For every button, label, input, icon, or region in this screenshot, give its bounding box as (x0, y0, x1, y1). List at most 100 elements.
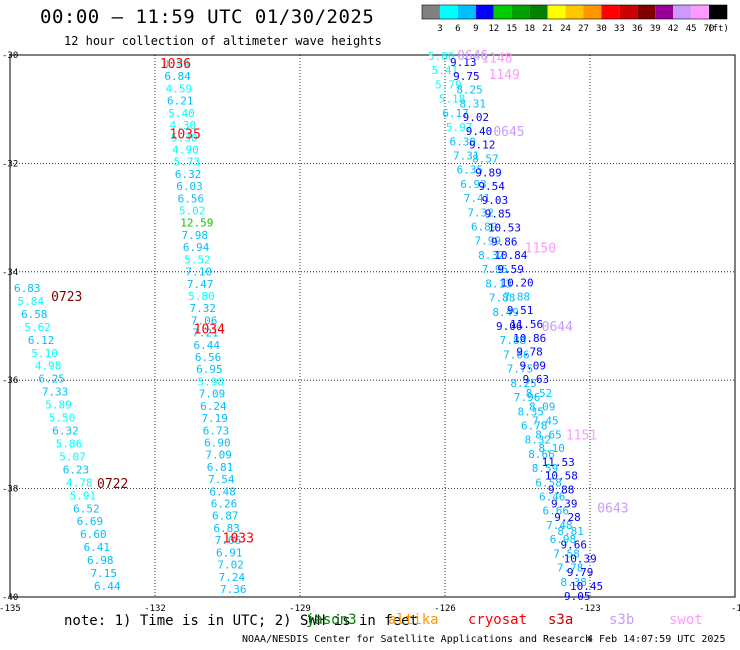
footer-credit: NOAA/NESDIS Center for Satellite Applica… (242, 634, 592, 645)
track-1-value: 5.50 (49, 412, 76, 425)
colorbar-tick-label: 9 (473, 24, 478, 34)
track-3a-value: 9.06 (496, 320, 523, 333)
longitude-label: -135 (0, 604, 21, 614)
track-3b-value: 9.54 (478, 180, 505, 193)
track-3b-value: 9.66 (561, 539, 588, 552)
latitude-label: -32 (2, 159, 18, 169)
pass-time-label: 1034 (194, 323, 225, 338)
track-3b-value: 9.88 (548, 483, 575, 496)
colorbar-tick-label: 27 (578, 24, 589, 34)
track-3a-value: 7.78 (557, 562, 584, 575)
track-2-value: 7.98 (182, 229, 209, 242)
pass-time-label: 1150 (525, 241, 556, 256)
colorbar-swatch (565, 5, 584, 19)
track-1-value: 6.52 (73, 502, 100, 515)
track-2-value: 6.32 (175, 168, 202, 181)
track-3a-value: 8.32 (525, 434, 552, 447)
track-2-value: 6.56 (178, 192, 205, 205)
track-2-value: 7.54 (208, 473, 235, 486)
longitude-label: -123 (579, 604, 601, 614)
track-1-value: 6.98 (87, 554, 114, 567)
track-3b-value: 9.40 (466, 125, 493, 138)
track-3b-value: 10.58 (545, 470, 578, 483)
colorbar-tick-label: 36 (632, 24, 643, 34)
latitude-label: -30 (2, 51, 18, 61)
track-1-value: 6.41 (84, 541, 111, 554)
pass-time-label: 1148 (481, 52, 512, 67)
colorbar-swatch (619, 5, 638, 19)
latitude-label: -40 (2, 593, 18, 603)
track-2-value: 7.06 (215, 534, 242, 547)
pass-time-label: 0643 (597, 502, 628, 517)
track-3a-value: 8.66 (528, 448, 555, 461)
track-3b-value: 7.88 (504, 290, 531, 303)
track-2-value: 5.98 (197, 375, 224, 388)
longitude-label: -129 (289, 604, 311, 614)
track-3a-value: 7.88 (500, 334, 527, 347)
track-3b-value: 9.79 (567, 566, 594, 579)
satellite-legend-s3b: s3b (609, 612, 635, 628)
pass-time-label: 0646 (457, 49, 488, 64)
track-3b-value: 8.25 (456, 84, 483, 97)
pass-time-label: 1035 (170, 128, 201, 143)
pass-time-label: 0722 (97, 477, 128, 492)
track-3a-value: 7.31 (453, 149, 480, 162)
colorbar-swatch (547, 5, 566, 19)
colorbar-swatch (637, 5, 656, 19)
track-3b-value: 8.10 (538, 442, 565, 455)
latitude-label: -38 (2, 485, 18, 495)
track-2-value: 12.59 (180, 217, 213, 230)
track-3a-value: 6.58 (535, 476, 562, 489)
colorbar-swatch (422, 5, 440, 19)
colorbar-tick-label: 21 (542, 24, 553, 34)
track-3b-value: 9.89 (475, 166, 502, 179)
track-3b-value: 9.59 (497, 263, 524, 276)
track-2-value: 5.30 (171, 131, 198, 144)
track-3b-value: 9.03 (482, 194, 509, 207)
map-subtitle: 12 hour collection of altimeter wave hei… (64, 34, 382, 48)
track-2-value: 7.47 (187, 278, 214, 291)
track-1-value: 7.15 (91, 567, 118, 580)
track-2-value: 7.02 (217, 559, 244, 572)
pass-time-labels: 1036 1035 1034 1033 0723 0722 0646 0645 0644 0643… (51, 49, 628, 546)
track-2-value: 7.09 (199, 388, 226, 401)
track-3b-value: 11.56 (510, 318, 543, 331)
track-3b-value: 9.02 (463, 111, 490, 124)
colorbar-tick-label: 33 (614, 24, 625, 34)
track-3a-value: 7.96 (514, 391, 541, 404)
footer-note: note: 1) Time is in UTC; 2) SWH is in fe… (64, 613, 419, 629)
colorbar-swatch (511, 5, 530, 19)
track-1-value: 6.25 (38, 373, 65, 386)
track-3b-value: 10.39 (564, 552, 597, 565)
track-2-value: 5.40 (168, 107, 195, 120)
track-2-value: 4.59 (166, 82, 193, 95)
colorbar-swatch (709, 5, 727, 19)
track-3b-value: 9.09 (519, 359, 546, 372)
colorbar-frame (421, 4, 728, 20)
track-3a-value: 5.18 (439, 93, 466, 106)
track-2-value: 7.19 (201, 412, 228, 425)
track-3b-value: 8.52 (526, 387, 553, 400)
track-3b-value: 8.65 (535, 428, 562, 441)
colorbar-swatch (439, 5, 458, 19)
colorbar-tick-label: 30 (596, 24, 607, 34)
track-2-value: 6.44 (193, 339, 220, 352)
pass-time-label: 1151 (566, 428, 597, 443)
track-3a-value: 8.35 (517, 405, 544, 418)
colorbar-unit: (ft) (707, 24, 729, 34)
track-3a-value: 5.79 (435, 78, 462, 91)
track-3a-value: 5.41 (432, 64, 459, 77)
track-2-value: 7.06 (191, 314, 218, 327)
track-2-value: 4.90 (172, 143, 199, 156)
track-3b-value: 10.20 (501, 277, 534, 290)
track-2-value: 7.36 (220, 583, 247, 596)
track-3b-value: 10.84 (494, 249, 527, 262)
satellite-legend-altika: altika (388, 612, 439, 628)
track-2-value: 7.09 (205, 449, 232, 462)
track-3a-value: 6.89 (471, 221, 498, 234)
track-3b-value: 8.09 (529, 401, 556, 414)
track-1-value: 6.83 (14, 282, 41, 295)
pass-time-label: 0645 (493, 125, 524, 140)
track-3a-value: 8.25 (510, 377, 537, 390)
